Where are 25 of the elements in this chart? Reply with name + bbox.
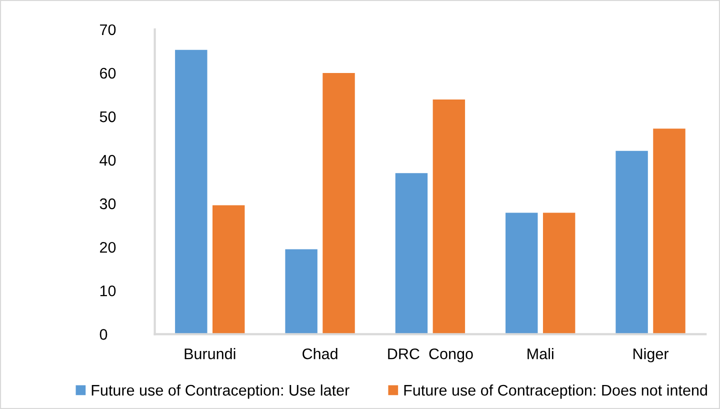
legend-label: Future use of Contraception: Does not intend xyxy=(404,384,707,399)
x-tick-label: Mali xyxy=(528,348,554,360)
y-tick-label: 10 xyxy=(100,285,116,296)
y-tick-label: 40 xyxy=(100,154,116,166)
bar xyxy=(322,72,356,334)
bar xyxy=(614,150,649,334)
legend-label: Future use of Contraception: Use later xyxy=(92,384,350,399)
bar xyxy=(504,212,539,334)
y-tick-label: 30 xyxy=(100,198,116,210)
x-tick-label: Burundi xyxy=(184,348,236,360)
y-tick-label: 60 xyxy=(100,68,116,79)
x-tick-label: Niger xyxy=(634,348,669,362)
bar xyxy=(652,128,686,334)
bar xyxy=(212,204,246,334)
y-tick-label: 50 xyxy=(100,111,116,122)
y-tick-label: 70 xyxy=(100,24,116,36)
x-tick-label: DRC Congo xyxy=(388,348,473,362)
x-tick-label: Chad xyxy=(302,348,338,360)
bar xyxy=(394,172,428,334)
bar xyxy=(284,248,318,334)
y-tick-label: 20 xyxy=(100,242,116,253)
y-tick-label: 0 xyxy=(100,329,108,340)
bar xyxy=(174,49,208,334)
bar xyxy=(542,212,576,334)
bar xyxy=(432,98,466,334)
